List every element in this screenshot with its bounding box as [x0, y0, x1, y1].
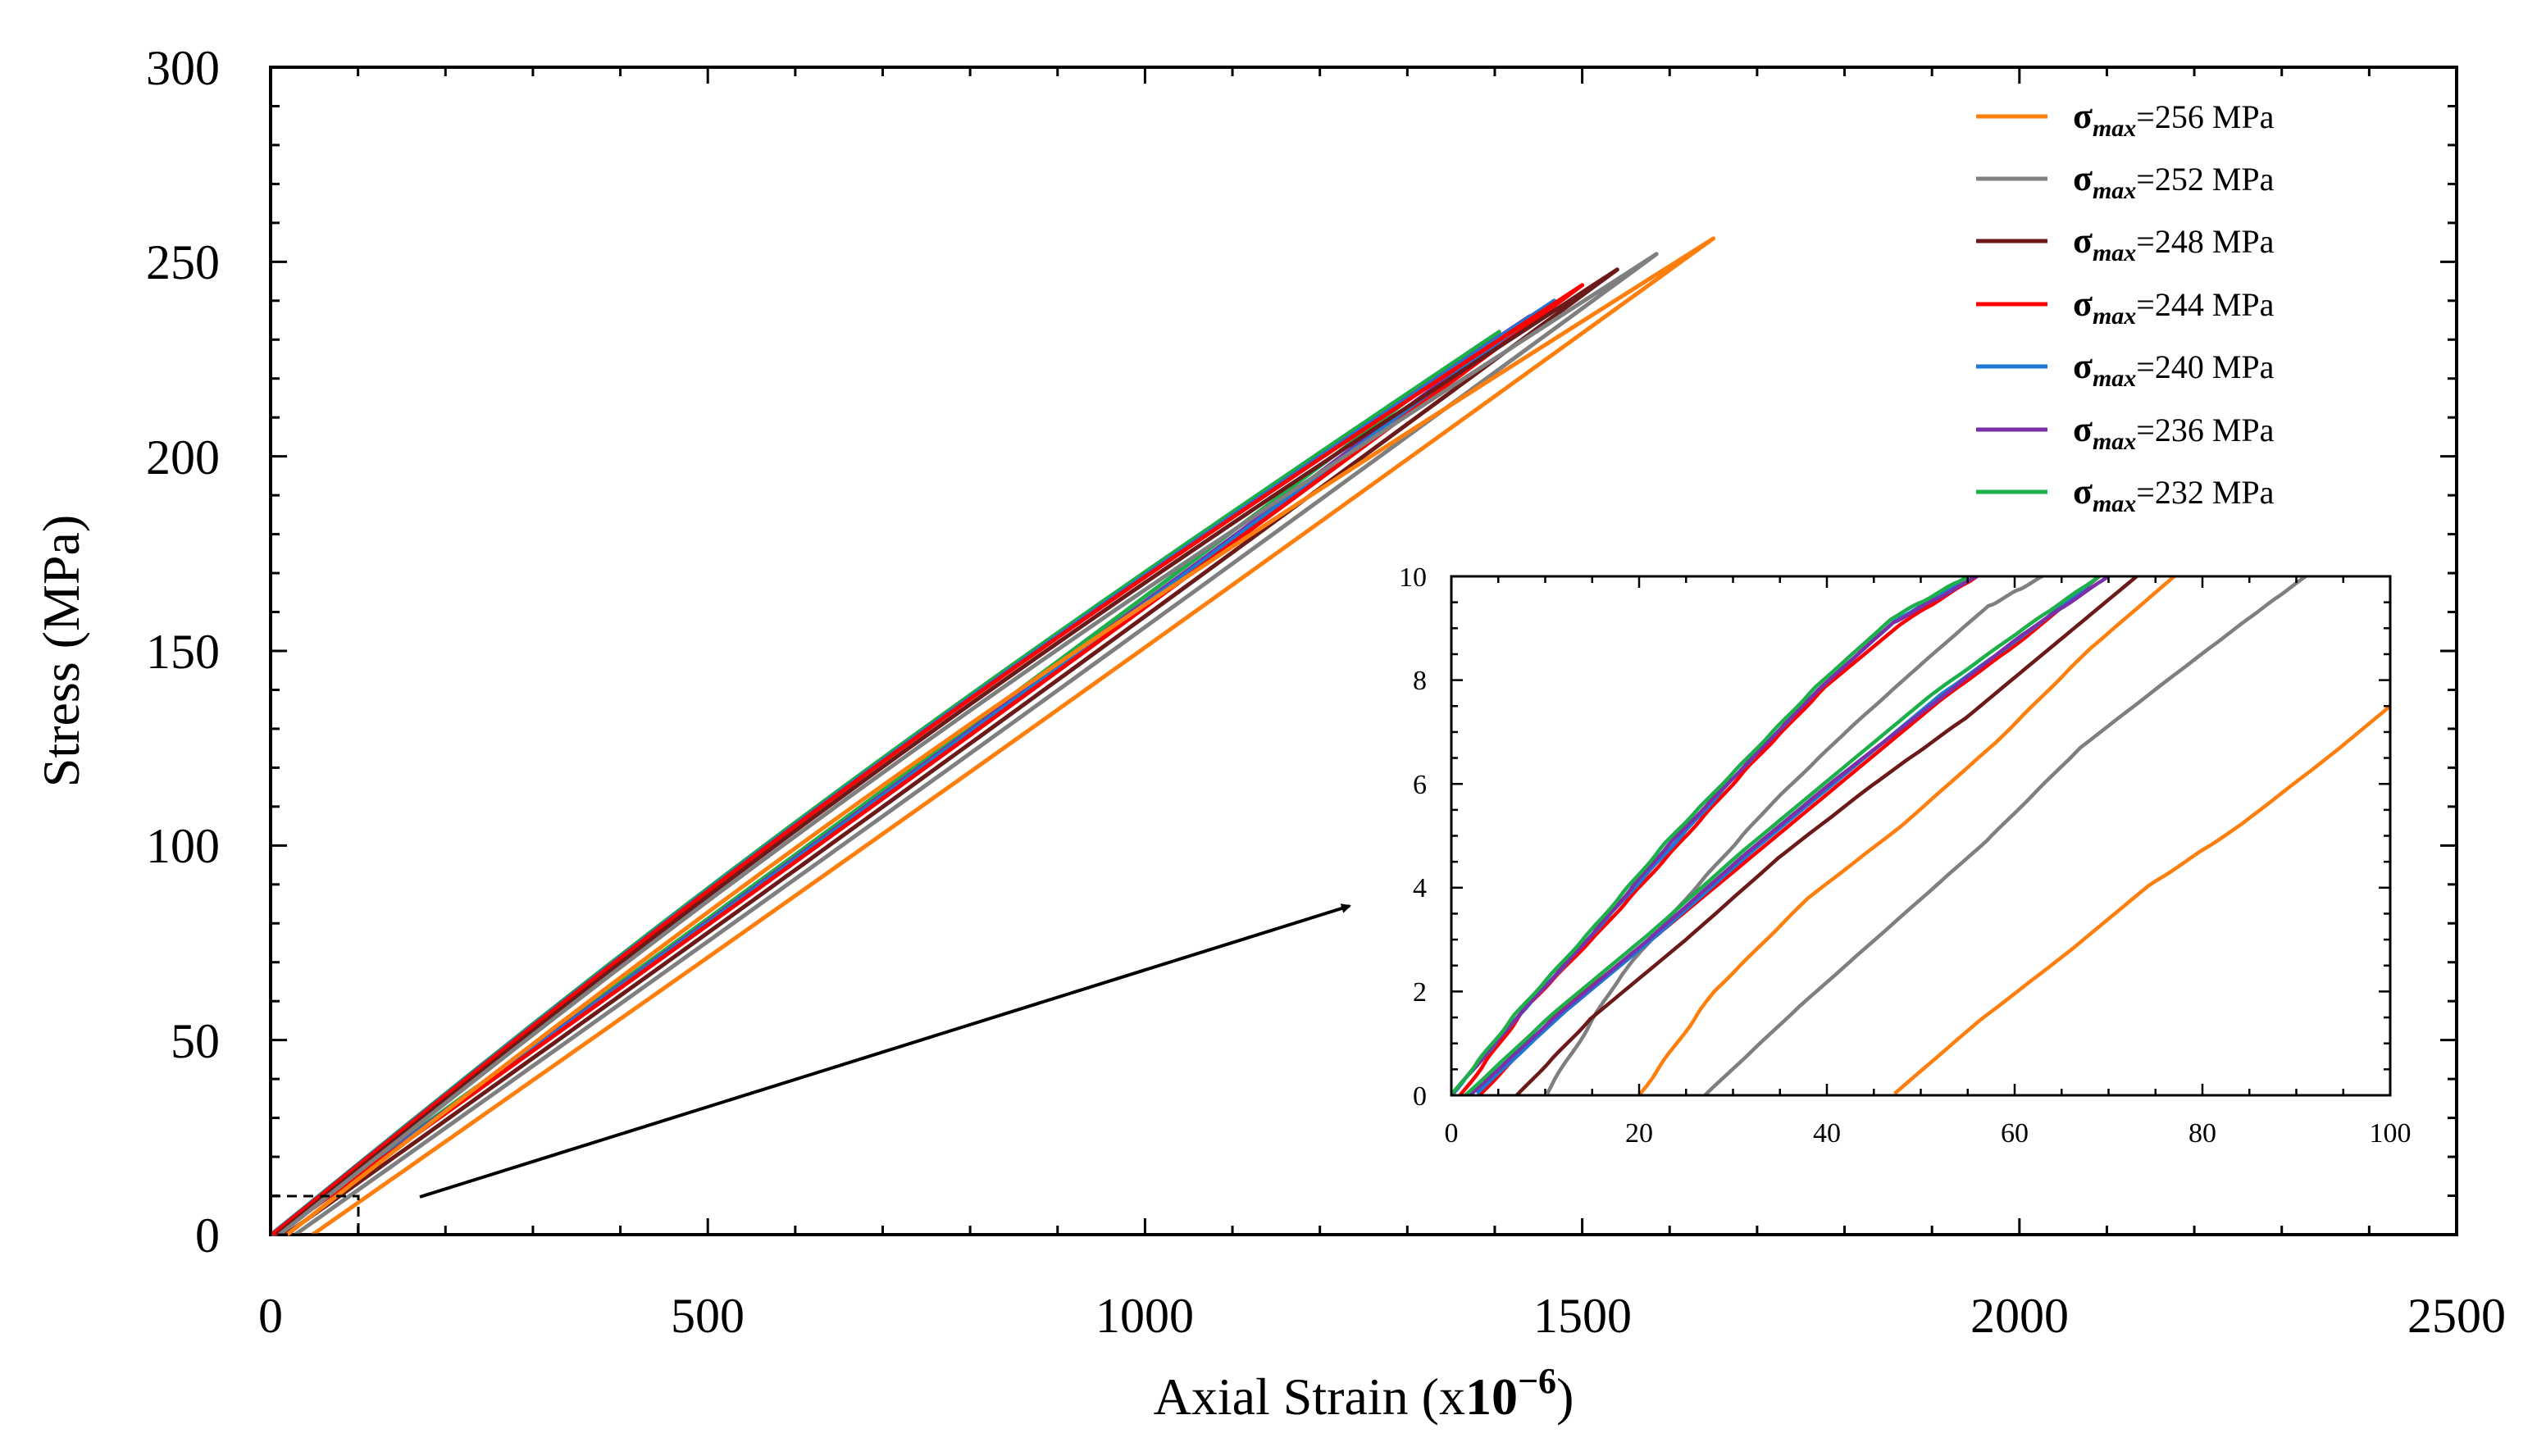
zoom-region-box	[269, 1194, 360, 1236]
legend-subscript: max	[2093, 239, 2136, 266]
inset-series-line	[1463, 576, 2101, 1095]
main-y-tick-labels: 0 50 100 150 200 250 300	[146, 41, 220, 1263]
x-axis-title: Axial Strain (x10−6)	[1154, 1361, 1574, 1426]
legend-label: σmax=248 MPa	[2073, 221, 2275, 266]
legend: σmax=256 MPa σmax=252 MPa σmax=248 MPa σ…	[1976, 96, 2275, 517]
y-axis-title: Stress (MPa)	[32, 515, 90, 787]
x-axis-title-base: 10	[1465, 1367, 1518, 1426]
legend-label: σmax=240 MPa	[2073, 346, 2275, 392]
legend-sigma: σ	[2073, 346, 2093, 386]
inset-series-line	[1703, 576, 2307, 1095]
inset-series-group	[1451, 576, 2390, 1095]
legend-label: σmax=244 MPa	[2073, 284, 2275, 330]
inset-series-line	[1893, 704, 2390, 1095]
legend-sigma: σ	[2073, 221, 2093, 261]
main-x-tick-label: 2500	[2407, 1289, 2506, 1343]
main-series-line	[285, 236, 1716, 1237]
main-y-tick-label: 100	[146, 819, 220, 873]
legend-value: =240 MPa	[2136, 348, 2274, 385]
legend-label: σmax=236 MPa	[2073, 409, 2275, 455]
legend-value: =252 MPa	[2136, 161, 2274, 198]
inset-series-line	[1451, 576, 1969, 1095]
main-y-tick-label: 250	[146, 235, 220, 289]
inset-series-line	[1637, 576, 2176, 1095]
inset-x-tick-label: 100	[2370, 1118, 2412, 1149]
legend-sigma: σ	[2073, 158, 2093, 198]
main-series-group	[269, 236, 1716, 1237]
inset-tick-marks	[1450, 575, 2392, 1097]
x-axis-title-text: Axial Strain (x	[1154, 1367, 1465, 1426]
legend-subscript: max	[2093, 177, 2136, 204]
main-x-tick-label: 2000	[1970, 1289, 2069, 1343]
inset-x-tick-label: 0	[1445, 1118, 1459, 1149]
main-y-tick-label: 200	[146, 430, 220, 485]
legend-value: =236 MPa	[2136, 412, 2274, 448]
inset-y-tick-labels: 0 2 4 6 8 10	[1399, 562, 1427, 1112]
main-tick-marks	[269, 66, 2458, 1236]
legend-label: σmax=232 MPa	[2073, 471, 2275, 517]
inset-x-tick-label: 20	[1625, 1118, 1653, 1149]
inset-x-tick-label: 60	[2001, 1118, 2029, 1149]
legend-subscript: max	[2093, 303, 2136, 330]
legend-value: =232 MPa	[2136, 474, 2274, 511]
legend-item: σmax=252 MPa	[1976, 158, 2275, 204]
inset-y-tick-label: 10	[1399, 562, 1427, 593]
main-x-tick-label: 0	[258, 1289, 283, 1343]
main-x-tick-label: 500	[671, 1289, 745, 1343]
inset-y-tick-label: 0	[1413, 1081, 1427, 1112]
x-axis-title-close: )	[1556, 1367, 1574, 1426]
legend-sigma: σ	[2073, 471, 2093, 512]
legend-item: σmax=240 MPa	[1976, 346, 2275, 392]
legend-item: σmax=248 MPa	[1976, 221, 2275, 266]
main-series-line	[278, 252, 1659, 1237]
main-x-tick-label: 1500	[1533, 1289, 1632, 1343]
main-y-tick-label: 0	[195, 1208, 220, 1263]
main-series-line	[271, 283, 1585, 1237]
inset-y-tick-label: 8	[1413, 666, 1427, 696]
legend-sigma: σ	[2073, 409, 2093, 449]
main-y-tick-label: 50	[171, 1014, 220, 1068]
inset-y-tick-label: 2	[1413, 977, 1427, 1008]
legend-subscript: max	[2093, 490, 2136, 517]
zoom-arrow	[419, 903, 1351, 1199]
main-series-line	[275, 267, 1619, 1237]
inset-y-tick-label: 6	[1413, 770, 1427, 800]
legend-subscript: max	[2093, 365, 2136, 392]
inset-x-tick-labels: 0 20 40 60 80 100	[1445, 1118, 2412, 1149]
legend-item: σmax=232 MPa	[1976, 471, 2275, 517]
inset-plot: 0 20 40 60 80 100 0 2 4 6 8 10	[1399, 562, 2412, 1149]
main-x-tick-labels: 0 500 1000 1500 2000 2500	[258, 1289, 2506, 1343]
inset-y-tick-label: 4	[1413, 873, 1427, 903]
legend-item: σmax=256 MPa	[1976, 96, 2275, 142]
inset-series-line	[1514, 576, 2138, 1095]
legend-value: =248 MPa	[2136, 223, 2274, 260]
legend-item: σmax=244 MPa	[1976, 284, 2275, 330]
x-axis-title-exponent: −6	[1518, 1361, 1556, 1401]
inset-x-tick-label: 40	[1813, 1118, 1841, 1149]
main-y-tick-label: 150	[146, 625, 220, 679]
legend-sigma: σ	[2073, 284, 2093, 324]
legend-value: =244 MPa	[2136, 286, 2274, 323]
legend-subscript: max	[2093, 428, 2136, 455]
legend-item: σmax=236 MPa	[1976, 409, 2275, 455]
inset-series-line	[1451, 576, 1979, 1095]
legend-subscript: max	[2093, 115, 2136, 142]
legend-sigma: σ	[2073, 96, 2093, 136]
inset-series-line	[1546, 576, 2043, 1094]
inset-x-tick-label: 80	[2188, 1118, 2216, 1149]
legend-value: =256 MPa	[2136, 98, 2274, 135]
legend-label: σmax=256 MPa	[2073, 96, 2275, 142]
main-x-tick-label: 1000	[1095, 1289, 1194, 1343]
inset-series-line	[1467, 576, 2110, 1095]
legend-label: σmax=252 MPa	[2073, 158, 2275, 204]
main-y-tick-label: 300	[146, 41, 220, 95]
